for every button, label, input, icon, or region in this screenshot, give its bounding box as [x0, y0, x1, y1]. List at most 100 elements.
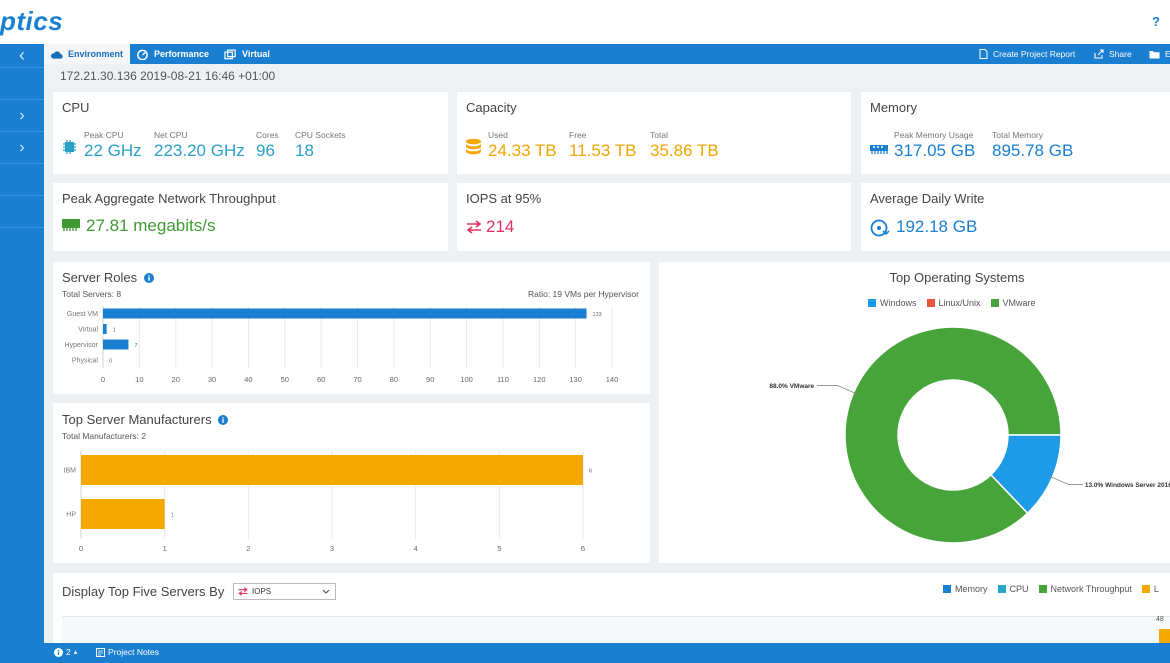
- memory-card: Memory Peak Memory Usage 317.05 GB Total…: [861, 92, 1170, 174]
- disk-write-icon: [870, 219, 890, 237]
- x-tick-label: 3: [330, 544, 334, 553]
- tab-environment-label: Environment: [68, 49, 124, 59]
- total-capacity-metric: Total 35.86 TB: [650, 130, 719, 161]
- legend-item-memory[interactable]: Memory: [943, 584, 988, 594]
- legend-swatch: [1141, 585, 1150, 593]
- caret-up-icon: ▴: [73, 649, 78, 656]
- project-notes-button[interactable]: Project Notes: [96, 647, 159, 657]
- free-metric: Free 11.53 TB: [569, 130, 636, 161]
- cores-label: Cores: [256, 130, 279, 140]
- peak-memory-metric: Peak Memory Usage 317.05 GB: [894, 130, 975, 161]
- sockets-value: 18: [295, 141, 314, 160]
- bar-value-label: 6: [589, 469, 592, 475]
- category-label: IBM: [64, 468, 77, 475]
- x-tick-label: 130: [569, 375, 582, 384]
- net-cpu-metric: Net CPU 223.20 GHz: [154, 130, 245, 161]
- legend-swatch: [868, 299, 876, 307]
- legend-swatch: [997, 585, 1006, 593]
- status-bar: 2 ▴ Project Notes: [44, 643, 1170, 663]
- tab-performance[interactable]: Performance: [130, 44, 215, 64]
- network-title: Peak Aggregate Network Throughput: [62, 191, 276, 206]
- x-tick-label: 90: [426, 375, 434, 384]
- help-button[interactable]: ?: [1152, 14, 1160, 29]
- tab-environment[interactable]: Environment: [44, 44, 130, 64]
- top-five-metric-select[interactable]: IOPS: [233, 583, 336, 600]
- notifications-button[interactable]: 2 ▴: [54, 647, 77, 657]
- bar-value-label: 0: [109, 359, 112, 365]
- peak-cpu-metric: Peak CPU 22 GHz: [84, 130, 142, 161]
- memory-module-icon: [870, 145, 888, 154]
- legend-label: Linux/Unix: [938, 298, 981, 308]
- top-five-card: Display Top Five Servers By 48 Memory CP…: [53, 573, 1170, 643]
- x-tick-label: 70: [353, 375, 361, 384]
- peak-memory-value: 317.05 GB: [894, 141, 976, 160]
- server-roles-card: Server Roles Total Servers: 8 Ratio: 19 …: [53, 262, 650, 394]
- category-label: Guest VM: [67, 311, 98, 318]
- legend-item-network[interactable]: Network Throughput: [1038, 584, 1132, 594]
- virtual-icon: [224, 49, 236, 59]
- legend-item-vmware[interactable]: VMware: [990, 298, 1036, 308]
- info-icon[interactable]: [143, 273, 154, 283]
- legend-label: L: [1153, 584, 1159, 594]
- top-five-partial-bar: [1159, 629, 1170, 643]
- notifications-count: 2: [66, 647, 71, 657]
- legend-item-l[interactable]: L: [1141, 584, 1159, 594]
- top-five-chart-area: [62, 616, 1170, 643]
- app-logo[interactable]: ptics: [0, 6, 64, 36]
- x-tick-label: 50: [281, 375, 289, 384]
- peak-cpu-value: 22 GHz: [84, 141, 142, 160]
- legend-label: VMware: [1002, 298, 1036, 308]
- sidebar: ‹ › ›: [0, 44, 44, 663]
- create-report-button[interactable]: Create Project Report: [979, 44, 1075, 64]
- transfer-arrows-icon: [466, 220, 482, 234]
- tab-virtual[interactable]: Virtual: [218, 44, 276, 64]
- bar: [103, 339, 129, 350]
- daily-write-title: Average Daily Write: [870, 191, 985, 206]
- share-button[interactable]: Share: [1094, 44, 1132, 64]
- manufacturers-title-text: Top Server Manufacturers: [62, 412, 212, 427]
- legend-item-linux[interactable]: Linux/Unix: [926, 298, 981, 308]
- document-icon: [979, 49, 988, 59]
- chevron-right-icon: ›: [19, 139, 25, 156]
- legend-item-cpu[interactable]: CPU: [997, 584, 1029, 594]
- sidebar-collapse-button[interactable]: ‹: [0, 44, 44, 68]
- chevron-right-icon: ›: [19, 107, 25, 124]
- peak-memory-label: Peak Memory Usage: [894, 130, 974, 140]
- transfer-arrows-icon: [238, 587, 248, 596]
- category-label: Hypervisor: [65, 342, 99, 349]
- sockets-metric: CPU Sockets 18: [295, 130, 346, 161]
- network-value: 27.81 megabits/s: [86, 216, 216, 235]
- sidebar-item-2[interactable]: ›: [0, 132, 44, 164]
- free-label: Free: [569, 130, 587, 140]
- donut-slice: [989, 434, 1062, 515]
- daily-write-value: 192.18 GB: [896, 217, 978, 236]
- x-tick-label: 5: [497, 544, 501, 553]
- bar: [81, 499, 165, 529]
- x-tick-label: 40: [244, 375, 252, 384]
- x-tick-label: 60: [317, 375, 325, 384]
- x-tick-label: 0: [79, 544, 83, 553]
- info-icon[interactable]: [218, 415, 229, 425]
- manufacturers-card: Top Server Manufacturers Total Manufactu…: [53, 403, 650, 563]
- x-tick-label: 100: [460, 375, 473, 384]
- sidebar-item-blank-2[interactable]: [0, 164, 44, 196]
- sidebar-item-1[interactable]: ›: [0, 100, 44, 132]
- app-header: ptics ?: [0, 0, 1170, 44]
- server-roles-title: Server Roles: [62, 270, 154, 285]
- top-five-title: Display Top Five Servers By: [62, 584, 225, 599]
- export-button[interactable]: E: [1149, 44, 1170, 64]
- sidebar-item-blank-1[interactable]: [0, 68, 44, 100]
- folder-icon: [1149, 50, 1160, 58]
- sidebar-item-blank-3[interactable]: [0, 196, 44, 228]
- total-capacity-label: Total: [650, 130, 668, 140]
- export-label: E: [1165, 49, 1170, 59]
- database-icon: [466, 138, 481, 155]
- bar: [103, 308, 587, 319]
- legend-item-windows[interactable]: Windows: [868, 298, 917, 308]
- x-tick-label: 6: [581, 544, 585, 553]
- iops-card: IOPS at 95% 214: [457, 183, 851, 251]
- x-tick-label: 10: [135, 375, 143, 384]
- cores-value: 96: [256, 141, 275, 160]
- top-os-card: Top Operating Systems Windows Linux/Unix…: [659, 262, 1170, 563]
- cores-metric: Cores 96: [256, 130, 279, 161]
